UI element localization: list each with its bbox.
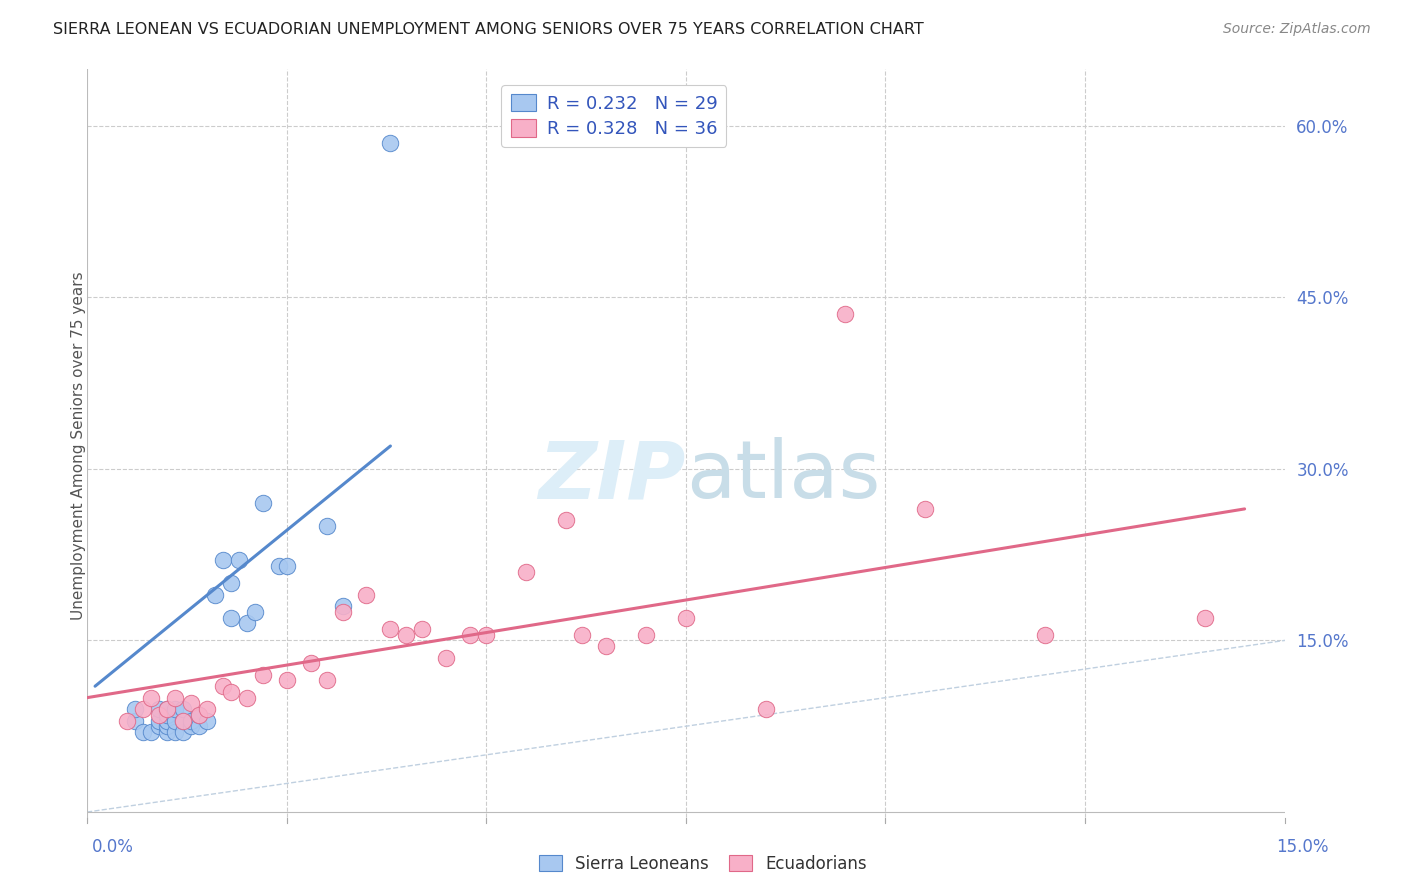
Point (634, 628, 657, 642)
Point (139, 725, 162, 739)
Point (148, 719, 170, 733)
Legend: R = 0.232   N = 29, R = 0.328   N = 36: R = 0.232 N = 29, R = 0.328 N = 36 (502, 85, 727, 147)
Point (675, 610, 697, 624)
Point (132, 702, 155, 716)
Point (252, 667, 274, 681)
Point (834, 308, 856, 322)
Point (299, 657, 322, 671)
Point (124, 714, 146, 728)
Point (755, 702, 778, 716)
Point (180, 719, 202, 733)
Point (163, 702, 186, 716)
Text: Source: ZipAtlas.com: Source: ZipAtlas.com (1223, 22, 1371, 37)
Text: SIERRA LEONEAN VS ECUADORIAN UNEMPLOYMENT AMONG SENIORS OVER 75 YEARS CORRELATIO: SIERRA LEONEAN VS ECUADORIAN UNEMPLOYMEN… (53, 22, 924, 37)
Point (235, 616, 257, 631)
Point (211, 679, 233, 693)
Point (211, 553, 233, 567)
Point (156, 702, 179, 716)
Point (380, 136, 402, 150)
Point (187, 719, 209, 733)
Point (156, 714, 179, 728)
Point (180, 714, 202, 728)
Point (172, 725, 194, 739)
Point (1194, 610, 1216, 624)
Point (267, 559, 290, 574)
Point (132, 725, 155, 739)
Point (571, 628, 593, 642)
Text: atlas: atlas (686, 437, 880, 516)
Point (163, 714, 186, 728)
Y-axis label: Unemployment Among Seniors over 75 years: Unemployment Among Seniors over 75 years (72, 272, 86, 620)
Point (356, 588, 378, 602)
Point (555, 513, 578, 527)
Point (458, 628, 481, 642)
Point (914, 502, 936, 516)
Point (156, 707, 179, 722)
Point (124, 702, 146, 716)
Point (172, 702, 194, 716)
Point (395, 628, 418, 642)
Point (139, 690, 162, 705)
Text: 15.0%: 15.0% (1277, 838, 1329, 855)
Point (156, 719, 179, 733)
Point (172, 714, 194, 728)
Point (315, 519, 337, 533)
Point (163, 725, 186, 739)
Point (156, 702, 179, 716)
Point (332, 599, 354, 614)
Point (187, 707, 209, 722)
Point (219, 685, 242, 699)
Point (219, 576, 242, 591)
Point (332, 605, 354, 619)
Point (595, 639, 617, 653)
Point (1033, 628, 1056, 642)
Point (235, 690, 257, 705)
Point (252, 496, 274, 510)
Point (148, 707, 170, 722)
Point (156, 725, 179, 739)
Text: 0.0%: 0.0% (91, 838, 134, 855)
Point (515, 565, 537, 579)
Point (315, 673, 337, 688)
Point (380, 622, 402, 636)
Point (228, 553, 250, 567)
Point (195, 702, 218, 716)
Point (180, 697, 202, 711)
Point (276, 673, 298, 688)
Point (204, 588, 226, 602)
Point (411, 622, 433, 636)
Point (115, 714, 138, 728)
Text: ZIP: ZIP (538, 437, 686, 516)
Point (148, 714, 170, 728)
Point (148, 702, 170, 716)
Point (475, 628, 498, 642)
Point (243, 605, 266, 619)
Point (163, 690, 186, 705)
Legend: Sierra Leoneans, Ecuadorians: Sierra Leoneans, Ecuadorians (531, 848, 875, 880)
Point (434, 650, 457, 665)
Point (219, 610, 242, 624)
Point (195, 714, 218, 728)
Point (276, 559, 298, 574)
Point (172, 714, 194, 728)
Point (187, 707, 209, 722)
